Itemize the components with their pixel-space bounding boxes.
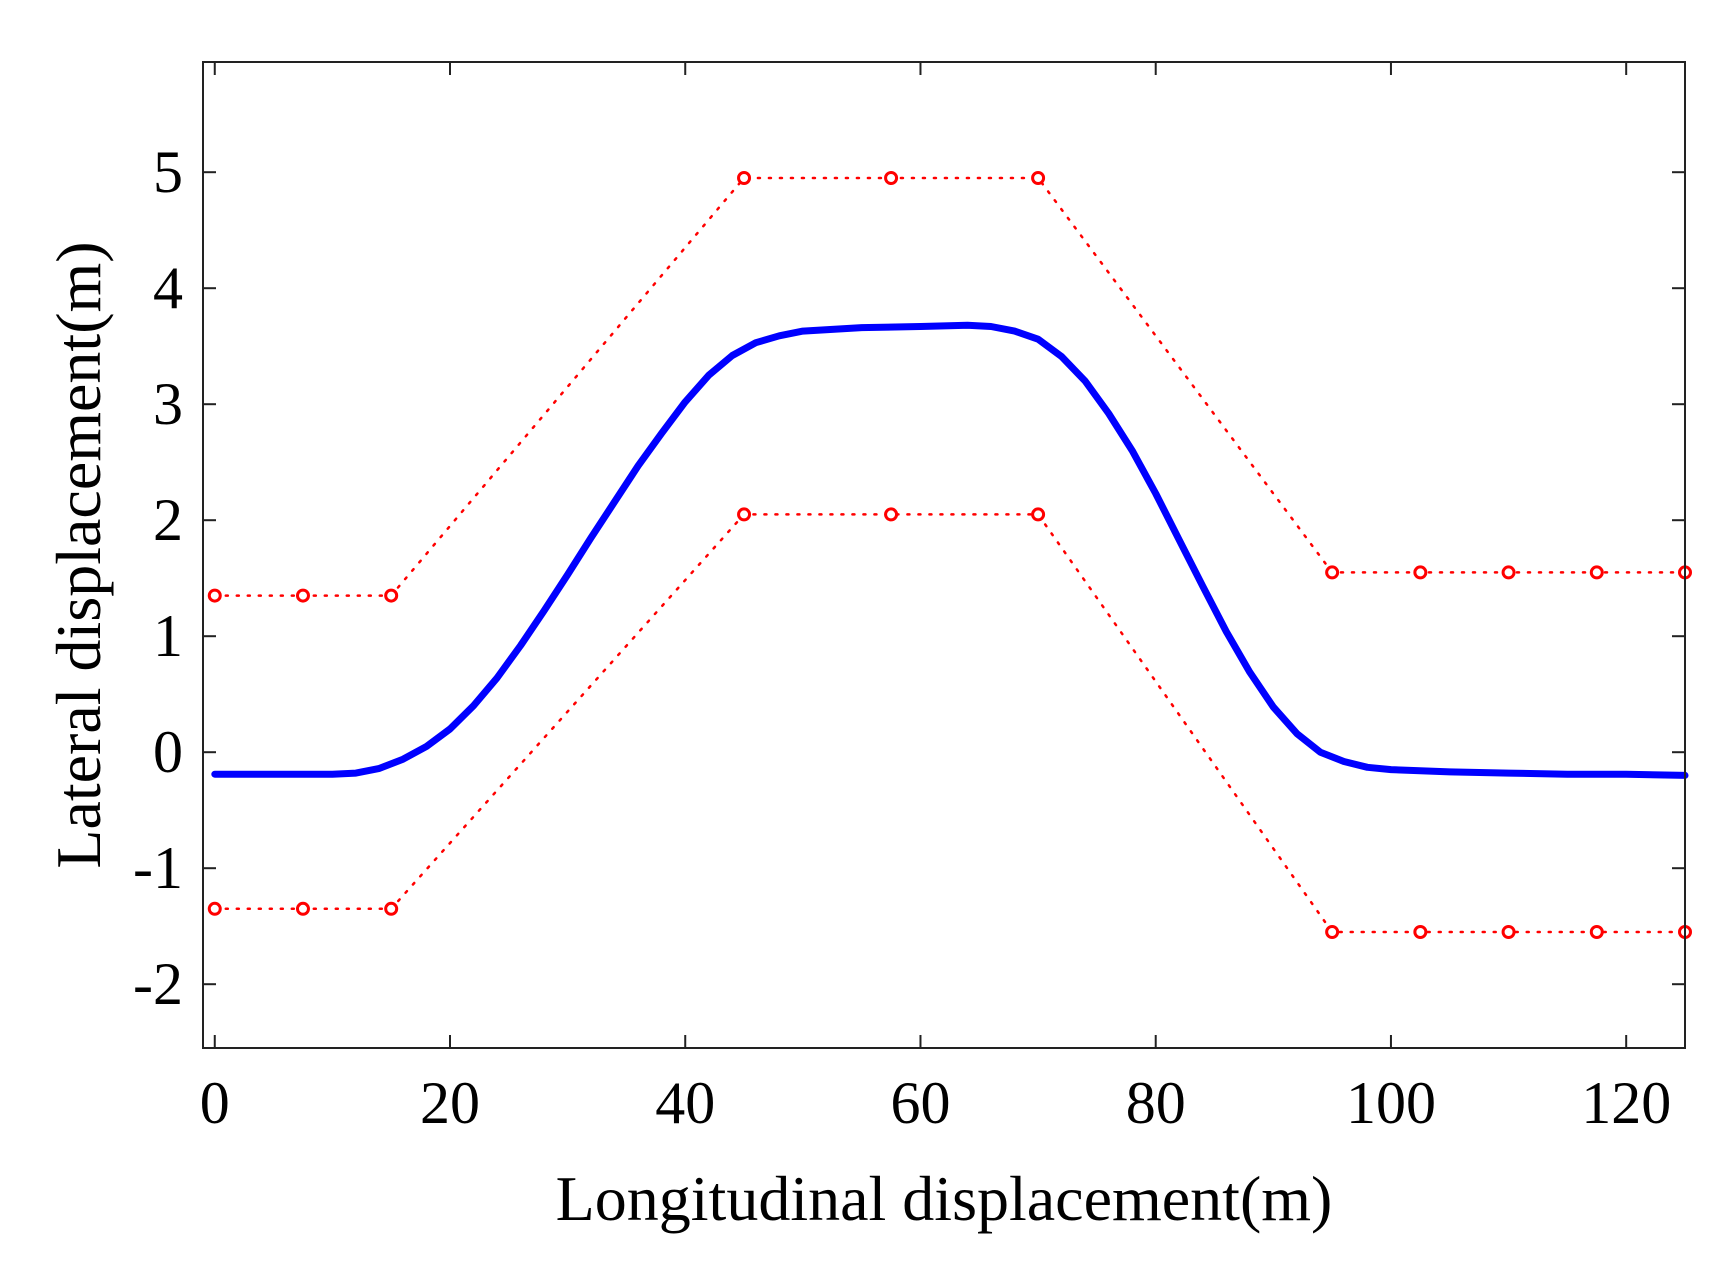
- axes-box: [202, 61, 1686, 1049]
- boundary-point: [1501, 925, 1516, 939]
- lower-boundary-series: [207, 507, 1692, 939]
- y-axis-label: Lateral displacement(m): [43, 241, 114, 868]
- boundary-point: [384, 901, 399, 916]
- x-tick-label: 80: [1126, 1070, 1186, 1136]
- boundary-point: [1413, 925, 1428, 939]
- y-tick-label: 5: [153, 139, 183, 205]
- lower-boundary-line: [213, 513, 1687, 934]
- x-tick-label: 0: [200, 1070, 230, 1136]
- boundary-point: [1325, 925, 1340, 939]
- boundary-point: [1031, 507, 1046, 522]
- boundary-point: [1589, 565, 1604, 580]
- boundary-point: [207, 588, 222, 603]
- boundary-point: [295, 901, 310, 916]
- boundary-point: [1325, 565, 1340, 580]
- boundary-point: [737, 507, 752, 522]
- boundary-point: [1031, 171, 1046, 185]
- boundary-point: [295, 588, 310, 603]
- boundary-point: [207, 901, 222, 916]
- upper-boundary-line: [213, 176, 1687, 597]
- y-tick-label: -2: [133, 951, 183, 1017]
- boundary-point: [1589, 925, 1604, 939]
- y-tick-label: 1: [153, 603, 183, 669]
- boundary-point: [1501, 565, 1516, 580]
- upper-boundary-series: [207, 171, 1692, 603]
- x-axis-label: Longitudinal displacement(m): [556, 1163, 1333, 1234]
- trajectory-line: [211, 321, 1689, 779]
- boundary-point: [737, 171, 752, 185]
- x-tick-label: 20: [420, 1070, 480, 1136]
- x-tick-label: 100: [1346, 1070, 1436, 1136]
- boundary-point: [884, 171, 899, 185]
- x-tick-label: 60: [890, 1070, 950, 1136]
- x-tick-label: 40: [655, 1070, 715, 1136]
- boundary-point: [884, 507, 899, 522]
- y-tick-label: 3: [153, 371, 183, 437]
- y-tick-label: 4: [153, 255, 183, 321]
- y-tick-label: 0: [153, 719, 183, 785]
- x-tick-label: 120: [1581, 1070, 1671, 1136]
- boundary-point: [384, 588, 399, 603]
- y-tick-label: -1: [133, 835, 183, 901]
- boundary-point: [1413, 565, 1428, 580]
- y-tick-label: 2: [153, 487, 183, 553]
